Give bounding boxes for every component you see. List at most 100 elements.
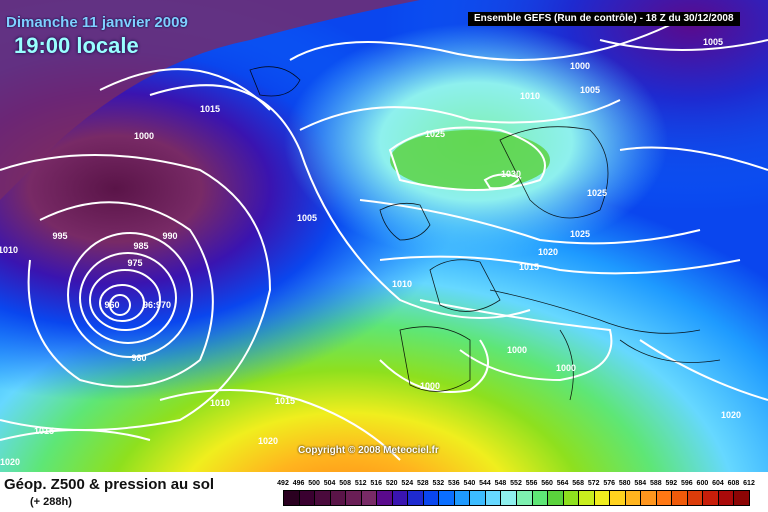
scale-tick-label: 532 — [432, 480, 445, 487]
geopotential-map: 1005 1000 1005 1010 1015 1000 1025 1030 1025 1005… — [0, 0, 768, 472]
scale-tick-label: 512 — [354, 480, 367, 487]
scale-swatch — [500, 490, 517, 506]
isobar-labels: 1005 1000 1005 1010 1015 1000 1025 1030 1025 1005… — [0, 37, 741, 467]
isobar-label: 1015 — [34, 426, 54, 436]
scale-swatch — [516, 490, 533, 506]
scale-swatch — [453, 490, 471, 506]
scale-swatch — [391, 490, 409, 506]
scale-tick-label: 584 — [634, 480, 647, 487]
high-pressure-core — [390, 130, 550, 190]
isobar-label: 96:970 — [143, 300, 171, 310]
scale-tick-label: 520 — [385, 480, 398, 487]
scale-swatch — [717, 490, 735, 506]
isobar-label: 995 — [52, 231, 67, 241]
scale-tick-label: 548 — [494, 480, 507, 487]
isobar-label: 1000 — [134, 131, 154, 141]
legend-footer: Géop. Z500 & pression au sol (+ 288h) 49… — [0, 472, 768, 512]
isobar-label: 960 — [104, 300, 119, 310]
isobar-label: 990 — [162, 231, 177, 241]
isobar-label: 1005 — [297, 213, 317, 223]
scale-tick-label: 556 — [525, 480, 538, 487]
isobar-label: 1015 — [519, 262, 539, 272]
isobar-label: 985 — [133, 241, 148, 251]
scale-tick-label: 592 — [665, 480, 678, 487]
isobar-label: 1010 — [520, 91, 540, 101]
model-run-label: Ensemble GEFS (Run de contrôle) - 18 Z d… — [468, 12, 740, 26]
scale-tick-label: 576 — [603, 480, 616, 487]
scale-tick-label: 504 — [323, 480, 336, 487]
scale-swatch — [578, 490, 595, 506]
isobars — [0, 19, 768, 461]
northwest-trough-field — [0, 0, 420, 200]
scale-swatch — [438, 490, 455, 506]
isobar-label: 1000 — [556, 363, 576, 373]
map-svg: 1005 1000 1005 1010 1015 1000 1025 1030 1025 1005… — [0, 0, 768, 472]
isobar-label: 1015 — [275, 396, 295, 406]
forecast-date: Dimanche 11 janvier 2009 — [6, 14, 188, 31]
isobar-label: 1005 — [703, 37, 723, 47]
isobar-label: 1010 — [0, 245, 18, 255]
scale-swatch — [702, 490, 719, 506]
scale-tick-label: 568 — [572, 480, 584, 487]
scale-tick-label: 600 — [696, 480, 709, 487]
isobar-label: 1025 — [570, 229, 590, 239]
scale-swatch — [655, 490, 673, 506]
scale-tick-label: 540 — [463, 480, 476, 487]
scale-swatch — [329, 490, 347, 506]
scale-tick-label: 528 — [416, 480, 429, 487]
scale-swatch — [469, 490, 486, 506]
isobar-label: 1000 — [570, 61, 590, 71]
isobar-label: 1015 — [200, 104, 220, 114]
isobar-label: 975 — [127, 258, 142, 268]
isobar-label: 1030 — [501, 169, 521, 179]
isobar-label: 1025 — [425, 129, 445, 139]
scale-tick-label: 604 — [712, 480, 724, 487]
scale-tick-label: 572 — [587, 480, 600, 487]
scale-swatch — [376, 490, 393, 506]
scale-swatch — [422, 490, 440, 506]
scale-swatch — [298, 490, 316, 506]
scale-tick-label: 492 — [277, 480, 289, 487]
scale-swatch — [484, 490, 502, 506]
scale-tick-label: 496 — [292, 480, 305, 487]
scale-tick-label: 536 — [448, 480, 460, 487]
scale-swatch — [562, 490, 580, 506]
copyright-text: Copyright © 2008 Meteociel.fr — [298, 445, 439, 456]
isobar-label: 1020 — [538, 247, 558, 257]
scale-tick-label: 612 — [743, 480, 755, 487]
scale-swatch — [531, 490, 549, 506]
scale-swatch — [593, 490, 611, 506]
isobar-label: 980 — [131, 353, 146, 363]
isobar-label: 1020 — [258, 436, 278, 446]
isobar-label: 1005 — [580, 85, 600, 95]
scale-swatch — [624, 490, 642, 506]
scale-tick-label: 596 — [681, 480, 693, 487]
scale-tick-label: 580 — [618, 480, 631, 487]
scale-tick-label: 516 — [370, 480, 383, 487]
scale-tick-label: 544 — [479, 480, 491, 487]
isobar-label: 1020 — [721, 410, 741, 420]
scale-tick-label: 608 — [727, 480, 740, 487]
scale-swatch — [640, 490, 657, 506]
isobar-label: 1020 — [0, 457, 20, 467]
scale-swatch — [283, 490, 300, 506]
color-scale: 492 496 500 504 508 512 516 520 524 528 532 536 540 5… — [277, 480, 755, 508]
scale-swatch — [733, 490, 750, 506]
scale-swatch — [360, 490, 378, 506]
coastlines — [249, 66, 721, 401]
scale-tick-label: 552 — [510, 480, 522, 487]
isobar-label: 1010 — [392, 279, 412, 289]
scale-swatch — [547, 490, 564, 506]
scale-swatch — [314, 490, 331, 506]
scale-swatch — [671, 490, 688, 506]
scale-tick-label: 560 — [541, 480, 553, 487]
scale-swatch — [686, 490, 704, 506]
scale-tick-label: 524 — [401, 480, 414, 487]
forecast-time: 19:00 locale — [14, 33, 139, 58]
isobar-label: 1025 — [587, 188, 607, 198]
isobar-label: 1010 — [210, 398, 230, 408]
chart-title: Géop. Z500 & pression au sol — [4, 476, 215, 493]
forecast-lead: (+ 288h) — [30, 496, 72, 508]
isobar-label: 1000 — [507, 345, 527, 355]
